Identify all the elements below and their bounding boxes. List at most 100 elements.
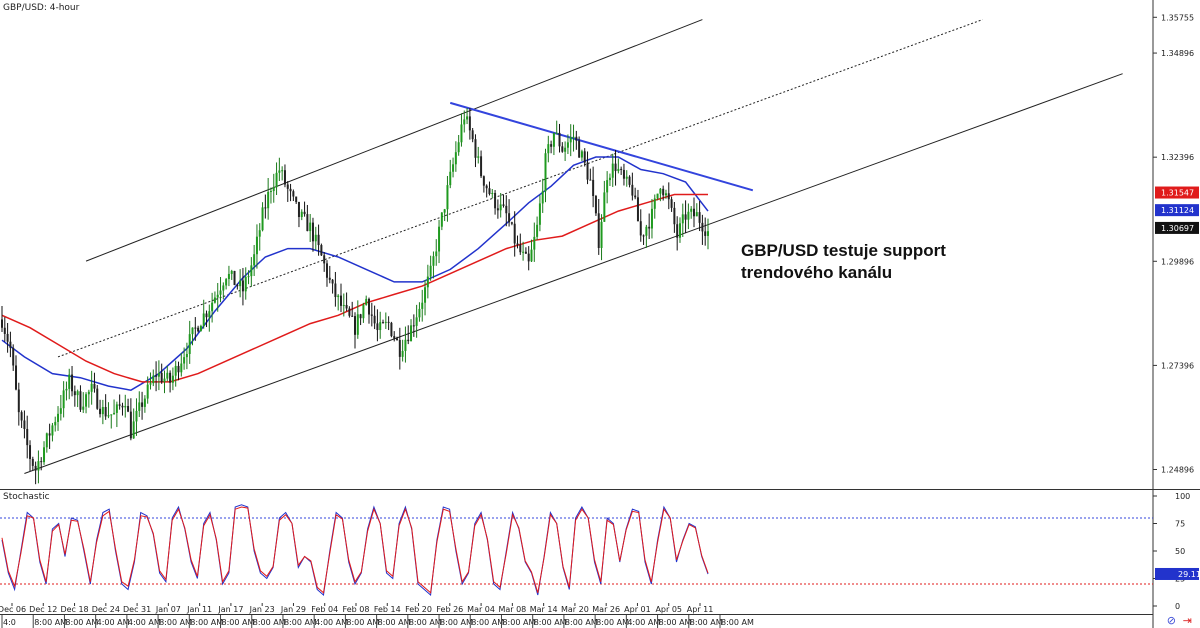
candle-body: [398, 339, 401, 357]
candle-body: [93, 383, 96, 389]
candle-body: [396, 338, 399, 340]
date-tick-label: Feb 20: [405, 605, 432, 614]
candle-body: [71, 374, 74, 392]
candle-body: [146, 384, 149, 399]
candle-body: [211, 302, 214, 312]
candle-body: [264, 207, 267, 209]
link-icon[interactable]: ⊘: [1166, 614, 1176, 627]
candle-body: [603, 192, 606, 222]
candle-body: [608, 177, 611, 181]
candle-body: [216, 294, 219, 298]
date-tick-label: Jan 17: [217, 605, 243, 614]
price-tick-label: 1.24896: [1161, 466, 1194, 475]
candle-body: [524, 251, 527, 254]
time-tick-label: 8:00 AM: [565, 618, 598, 627]
candle-body: [692, 208, 695, 217]
candle-body: [129, 411, 132, 439]
candle-body: [550, 144, 553, 147]
candle-body: [121, 405, 124, 408]
candle-body: [600, 221, 603, 248]
candle-body: [73, 391, 76, 396]
candle-body: [382, 322, 385, 324]
price-badge-label: 1.30697: [1161, 224, 1194, 233]
candle-body: [152, 375, 155, 384]
candle-body: [368, 298, 371, 315]
candle-body: [404, 339, 407, 351]
candle-body: [143, 398, 146, 407]
candle-body: [250, 265, 253, 277]
candle-body: [583, 151, 586, 163]
date-tick-label: Apr 11: [687, 605, 714, 614]
date-tick-label: Dec 31: [123, 605, 151, 614]
candle-body: [185, 353, 188, 358]
candle-body: [452, 164, 455, 172]
candle-body: [236, 285, 239, 287]
candle-body: [149, 383, 152, 385]
candle-body: [219, 290, 222, 295]
candle-body: [31, 458, 34, 466]
candle-body: [1, 319, 3, 328]
candle-body: [631, 184, 634, 196]
candle-body: [678, 223, 681, 238]
candle-body: [295, 196, 298, 203]
candle-body: [171, 375, 174, 383]
candle-body: [454, 152, 457, 165]
candle-body: [373, 315, 376, 324]
candle-body: [376, 323, 379, 331]
candle-body: [272, 187, 275, 192]
candle-body: [407, 339, 410, 342]
candle-body: [253, 254, 256, 266]
candle-body: [12, 347, 15, 366]
candle-body: [695, 212, 698, 217]
candle-body: [552, 133, 555, 147]
candle-body: [393, 336, 396, 339]
stochastic-badge: 29.11: [1155, 567, 1200, 580]
price-tick-label: 1.32396: [1161, 153, 1194, 162]
candle-body: [547, 144, 550, 154]
candle-body: [438, 226, 441, 252]
candle-body: [113, 412, 116, 415]
candle-body: [247, 276, 250, 278]
candle-body: [614, 163, 617, 172]
candle-body: [227, 273, 230, 280]
candle-body: [96, 388, 99, 409]
candle-body: [51, 425, 54, 436]
candle-body: [513, 223, 516, 244]
candle-body: [639, 221, 642, 236]
candle-body: [76, 391, 79, 396]
price-tick-label: 1.35755: [1161, 13, 1194, 22]
candle-body: [426, 276, 429, 288]
candle-body: [177, 365, 180, 373]
candle-body: [673, 207, 676, 225]
candle-body: [468, 116, 471, 131]
candle-body: [457, 142, 460, 153]
candle-body: [460, 124, 463, 143]
candle-body: [65, 388, 68, 391]
candle-body: [191, 327, 194, 335]
candle-body: [239, 280, 242, 287]
candle-body: [26, 428, 29, 446]
stochastic-tick-label: 0: [1175, 602, 1180, 611]
date-tick-label: Mar 14: [530, 605, 558, 614]
candle-body: [485, 185, 488, 189]
date-tick-label: Apr 05: [655, 605, 682, 614]
candle-body: [107, 415, 110, 417]
candle-body: [477, 156, 480, 158]
candle-body: [317, 234, 320, 246]
time-tick-label: 8:00 AM: [346, 618, 379, 627]
candle-body: [362, 304, 365, 319]
pin-icon[interactable]: ⇥: [1182, 614, 1192, 627]
candle-body: [85, 394, 88, 407]
candle-body: [334, 283, 337, 298]
candle-body: [127, 406, 130, 412]
candle-body: [166, 372, 169, 379]
candle-body: [244, 276, 247, 292]
candle-body: [183, 357, 186, 364]
candle-body: [401, 350, 404, 357]
candle-body: [132, 421, 135, 439]
candle-body: [68, 374, 71, 389]
candle-body: [664, 193, 667, 196]
stochastic-tick-label: 100: [1175, 492, 1190, 501]
date-tick-label: Jan 23: [249, 605, 275, 614]
stochastic-pane: Stochastic 1007550250 29.11: [0, 492, 1200, 611]
